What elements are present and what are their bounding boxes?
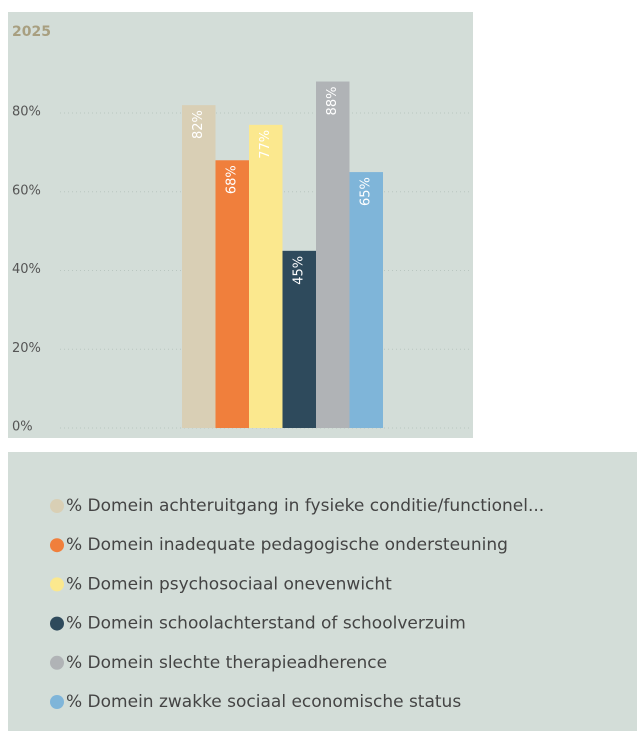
bar [215, 160, 249, 428]
data-label: 82% [191, 110, 206, 139]
bar [282, 250, 316, 428]
data-label: 68% [225, 165, 240, 194]
data-label: 65% [359, 177, 374, 206]
legend-marker [50, 695, 64, 709]
legend-marker [50, 616, 64, 631]
bar [249, 124, 283, 428]
data-label: 88% [325, 87, 340, 116]
y-tick-label: 20% [12, 341, 41, 356]
data-label: 45% [292, 256, 307, 285]
chart-title: 2025 [12, 24, 51, 40]
legend-label: % Domein psychosociaal onevenwicht [66, 574, 392, 594]
bar [316, 81, 350, 428]
y-tick-label: 80% [12, 105, 41, 120]
legend-panel [8, 452, 637, 731]
legend-marker [50, 655, 64, 670]
legend-label: % Domein schoolachterstand of schoolverz… [66, 614, 466, 634]
bar [182, 105, 216, 428]
legend-marker [50, 499, 64, 513]
legend-marker [50, 577, 64, 592]
bar [349, 172, 383, 428]
legend-label: % Domein achteruitgang in fysieke condit… [66, 496, 544, 516]
legend-label: % Domein zwakke sociaal economische stat… [66, 692, 461, 712]
legend-label: % Domein slechte therapieadherence [66, 653, 387, 673]
y-tick-label: 60% [12, 183, 41, 198]
legend-label: % Domein inadequate pedagogische onderst… [66, 535, 508, 555]
data-label: 77% [258, 130, 273, 159]
legend-marker [50, 538, 64, 553]
y-tick-label: 0% [12, 420, 33, 435]
y-tick-label: 40% [12, 262, 41, 277]
